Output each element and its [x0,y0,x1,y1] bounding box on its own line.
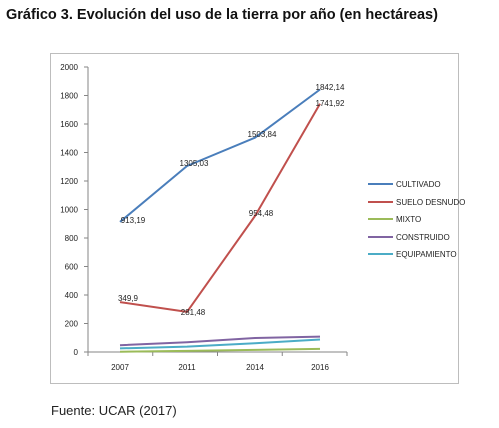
chart-title: Gráfico 3. Evolución del uso de la tierr… [6,7,438,23]
legend-label: SUELO DESNUDO [396,198,465,207]
data-label: 1503,84 [248,130,277,139]
y-tick-label: 400 [65,291,79,300]
series-line-equipamiento [119,338,321,350]
y-tick-label: 2000 [60,63,78,72]
data-label: 954,48 [249,209,274,218]
data-label: 1741,92 [316,99,345,108]
x-tick-label: 2011 [178,363,196,372]
legend-label: CULTIVADO [396,180,441,189]
x-tick-label: 2014 [246,363,264,372]
x-tick-label: 2016 [311,363,329,372]
y-tick-label: 600 [65,263,79,272]
y-tick-label: 200 [65,320,79,329]
y-tick-label: 1200 [60,177,78,186]
y-tick-label: 1400 [60,149,78,158]
series-line-suelo-desnudo [119,103,321,313]
data-label: 1305,03 [180,159,209,168]
data-label: 349,9 [118,294,139,303]
legend-label: MIXTO [396,215,421,224]
legend-label: CONSTRUIDO [396,233,450,242]
series-line-cultivado [119,88,321,223]
source-note: Fuente: UCAR (2017) [51,403,177,418]
data-label: 281,48 [181,308,206,317]
y-tick-label: 1000 [60,206,78,215]
x-tick-label: 2007 [111,363,129,372]
y-tick-label: 1800 [60,92,78,101]
data-label: 1842,14 [316,83,345,92]
y-tick-label: 800 [65,234,79,243]
y-tick-label: 0 [74,348,79,357]
series-line-mixto [119,347,321,353]
y-tick-label: 1600 [60,120,78,129]
series-line-construido [119,335,321,347]
legend-label: EQUIPAMIENTO [396,250,457,259]
data-label: 913,19 [121,216,146,225]
